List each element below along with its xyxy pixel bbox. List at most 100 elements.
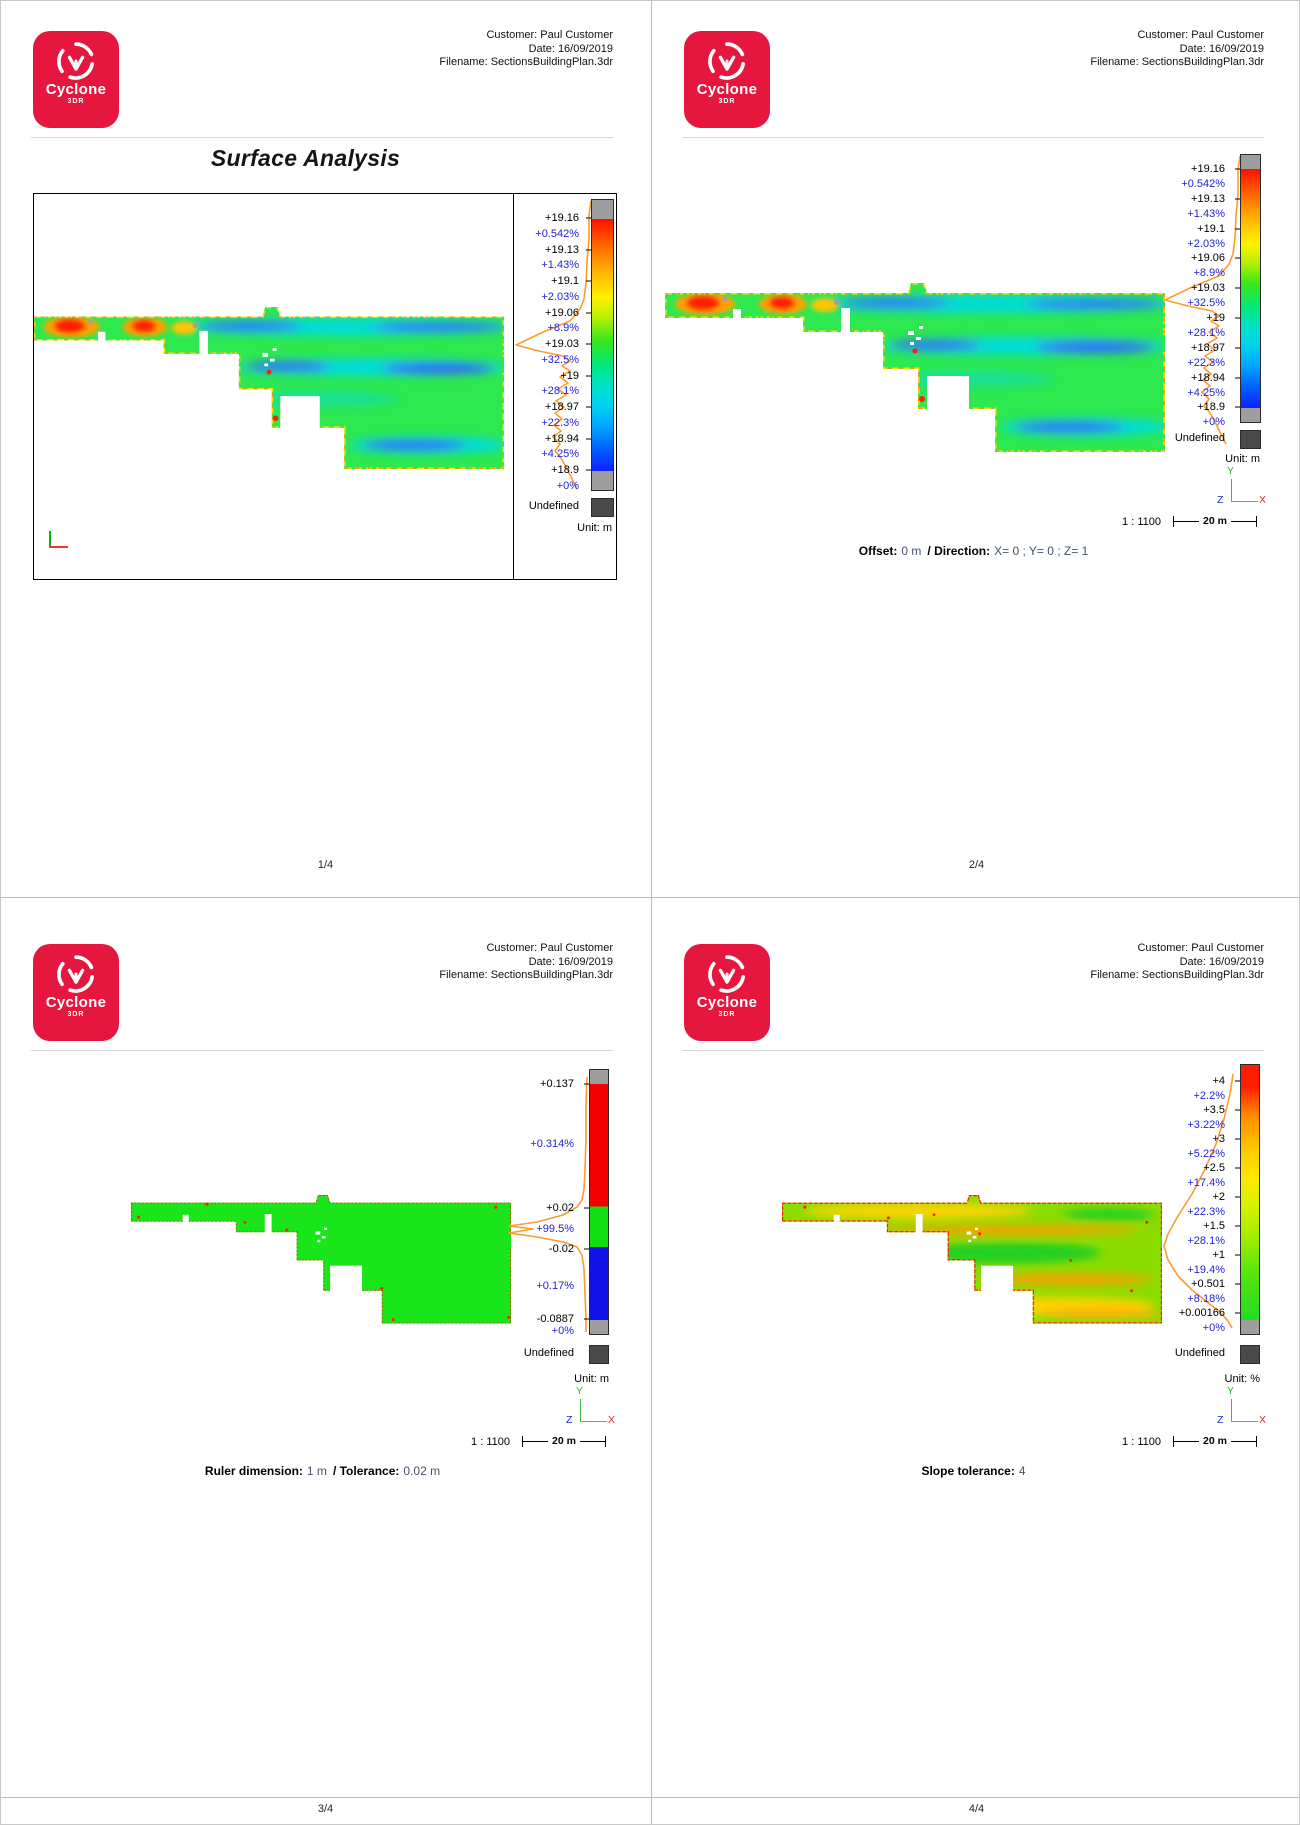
undefined-label: Undefined [1174,1347,1225,1359]
header-divider [31,137,613,138]
cyclone-3dr-logo: Cyclone 3DR [33,31,119,128]
colorbar [589,1069,609,1335]
colorbar-underflow-cap [1241,408,1260,422]
scale-ratio: 1 : 1100 [1122,515,1161,528]
undefined-swatch [591,498,614,517]
page-number: 2/4 [968,859,985,871]
unit-label: Unit: m [577,522,612,534]
report-page-4: Cyclone 3DR Customer: Paul Customer Date… [652,914,1299,1824]
colorbar-underflow-cap [590,1320,608,1334]
cyclone-swirl-icon [57,955,94,993]
histogram-curve [1163,1073,1234,1329]
histogram-curve [1164,155,1241,445]
undefined-swatch [1240,1345,1260,1364]
figure-caption: Slope tolerance: 4 [652,1464,1299,1478]
scale-length: 20 m [548,1435,580,1447]
undefined-label: Undefined [1174,432,1225,444]
axis-x-label: X [608,1414,616,1426]
logo-title: Cyclone [696,81,758,98]
caption-label: Slope tolerance: [921,1464,1015,1478]
header-date: Date: 16/09/2019 [528,955,613,968]
scale-ruler-icon: 20 m [1173,1435,1257,1448]
colorbar-overflow-cap [1241,155,1260,169]
header-customer: Customer: Paul Customer [486,29,613,41]
axis-z-label: Z [1217,1414,1224,1426]
scale-length: 20 m [1199,515,1231,527]
mini-axis-y-icon [49,531,51,546]
header-date: Date: 16/09/2019 [1179,42,1264,55]
scale-bar: 1 : 1100 20 m [1122,1435,1257,1448]
logo-title: Cyclone [45,81,107,98]
page-number: 3/4 [317,1803,334,1815]
cyclone-swirl-icon [708,42,745,80]
caption-value: X= 0 ; Y= 0 ; Z= 1 [994,544,1089,558]
page-header: Customer: Paul Customer Date: 16/09/2019… [439,29,613,70]
undefined-swatch [1240,430,1261,449]
logo-subtitle: 3DR [67,98,85,105]
slope-heatmap [782,1195,1162,1324]
figure-caption: Offset: 0 m / Direction: X= 0 ; Y= 0 ; Z= 1 [652,544,1299,558]
caption-label: Offset: [858,544,898,558]
cyclone-3dr-logo: Cyclone 3DR [684,31,770,128]
undefined-swatch [589,1345,609,1364]
header-filename: Filename: SectionsBuildingPlan.3dr [1090,56,1264,68]
elevation-heatmap [665,283,1165,452]
report-page-1: Cyclone 3DR Customer: Paul Customer Date… [1,1,650,913]
page-header: Customer: Paul Customer Date: 16/09/2019… [1090,29,1264,70]
caption-label: / Direction: [927,544,991,558]
caption-value: 0.02 m [403,1464,441,1478]
logo-subtitle: 3DR [67,1011,85,1018]
caption-label: / Tolerance: [332,1464,400,1478]
scale-ruler-icon: 20 m [522,1435,606,1448]
caption-label: Ruler dimension: [204,1464,303,1478]
report-page-2: Cyclone 3DR Customer: Paul Customer Date… [652,1,1299,913]
axis-triad-icon: Y Z X [1214,465,1267,513]
scale-ruler-icon: 20 m [1173,515,1257,528]
logo-title: Cyclone [696,994,758,1011]
axis-y-label: Y [576,1385,584,1397]
unit-label: Unit: m [574,1373,609,1385]
scale-length: 20 m [1199,1435,1231,1447]
header-date: Date: 16/09/2019 [528,42,613,55]
page-title: Surface Analysis [210,145,401,171]
scale-bar: 1 : 1100 20 m [471,1435,606,1448]
axis-x-label: X [1259,1414,1267,1426]
colorbar [591,199,614,491]
header-date: Date: 16/09/2019 [1179,955,1264,968]
colorbar [1240,1064,1260,1335]
header-filename: Filename: SectionsBuildingPlan.3dr [439,969,613,981]
unit-label: Unit: % [1224,1373,1260,1385]
header-filename: Filename: SectionsBuildingPlan.3dr [439,56,613,68]
colorbar-overflow-cap [592,200,613,219]
legend-divider [513,193,514,580]
undefined-label: Undefined [523,1347,574,1359]
colorbar-gradient [592,219,613,471]
axis-z-label: Z [566,1414,573,1426]
page-number: 1/4 [317,859,334,871]
logo-title: Cyclone [45,994,107,1011]
caption-value: 0 m [901,544,922,558]
page-row-divider [1,897,1299,898]
undefined-label: Undefined [528,500,579,512]
colorbar-underflow-cap [592,471,613,490]
header-customer: Customer: Paul Customer [486,942,613,954]
scale-bar: 1 : 1100 20 m [1122,515,1257,528]
figure-frame [33,193,617,580]
axis-y-label: Y [1227,465,1235,477]
page-header: Customer: Paul Customer Date: 16/09/2019… [1090,942,1264,983]
colorbar-blocks [590,1084,608,1320]
unit-label: Unit: m [1225,453,1260,465]
header-divider [31,1050,613,1051]
caption-value: 1 m [306,1464,327,1478]
scale-ratio: 1 : 1100 [471,1435,510,1448]
axis-triad-icon: Y Z X [1214,1385,1267,1433]
caption-value: 4 [1018,1464,1026,1478]
colorbar-gradient [1241,1065,1259,1320]
axis-z-label: Z [1217,494,1224,506]
mini-axis-x-icon [49,546,68,548]
figure-caption: Ruler dimension: 1 m / Tolerance: 0.02 m [1,1464,650,1478]
axis-triad-icon: Y Z X [563,1385,616,1433]
cyclone-3dr-logo: Cyclone 3DR [684,944,770,1041]
axis-x-label: X [1259,494,1267,506]
